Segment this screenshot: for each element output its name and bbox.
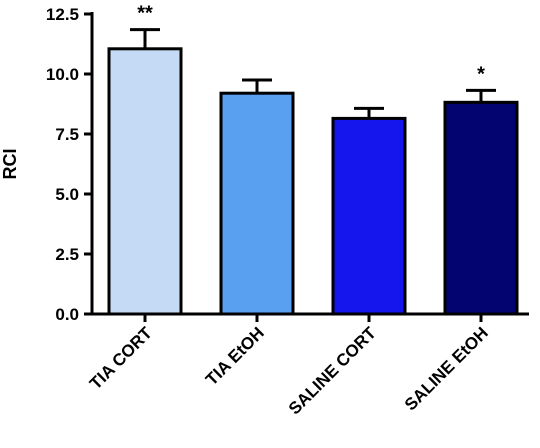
bar	[219, 91, 295, 316]
y-tick-label: 0.0	[55, 305, 79, 324]
category-label: TIA EtOH	[202, 323, 268, 389]
category-label: TIA CORT	[86, 323, 156, 393]
category-label: SALINE CORT	[285, 323, 380, 418]
y-axis-label: RCI	[0, 149, 20, 180]
bars	[107, 28, 519, 316]
bar	[331, 116, 407, 316]
y-tick-label: 10.0	[46, 65, 79, 84]
significance-marker: **	[137, 3, 153, 25]
y-tick-label: 5.0	[55, 185, 79, 204]
bar	[443, 100, 519, 316]
significance-marker: *	[477, 63, 485, 85]
y-tick-label: 12.5	[46, 5, 79, 24]
category-label: SALINE EtOH	[401, 323, 492, 414]
bar	[107, 47, 183, 316]
y-tick-label: 7.5	[55, 125, 79, 144]
y-tick-label: 2.5	[55, 245, 79, 264]
